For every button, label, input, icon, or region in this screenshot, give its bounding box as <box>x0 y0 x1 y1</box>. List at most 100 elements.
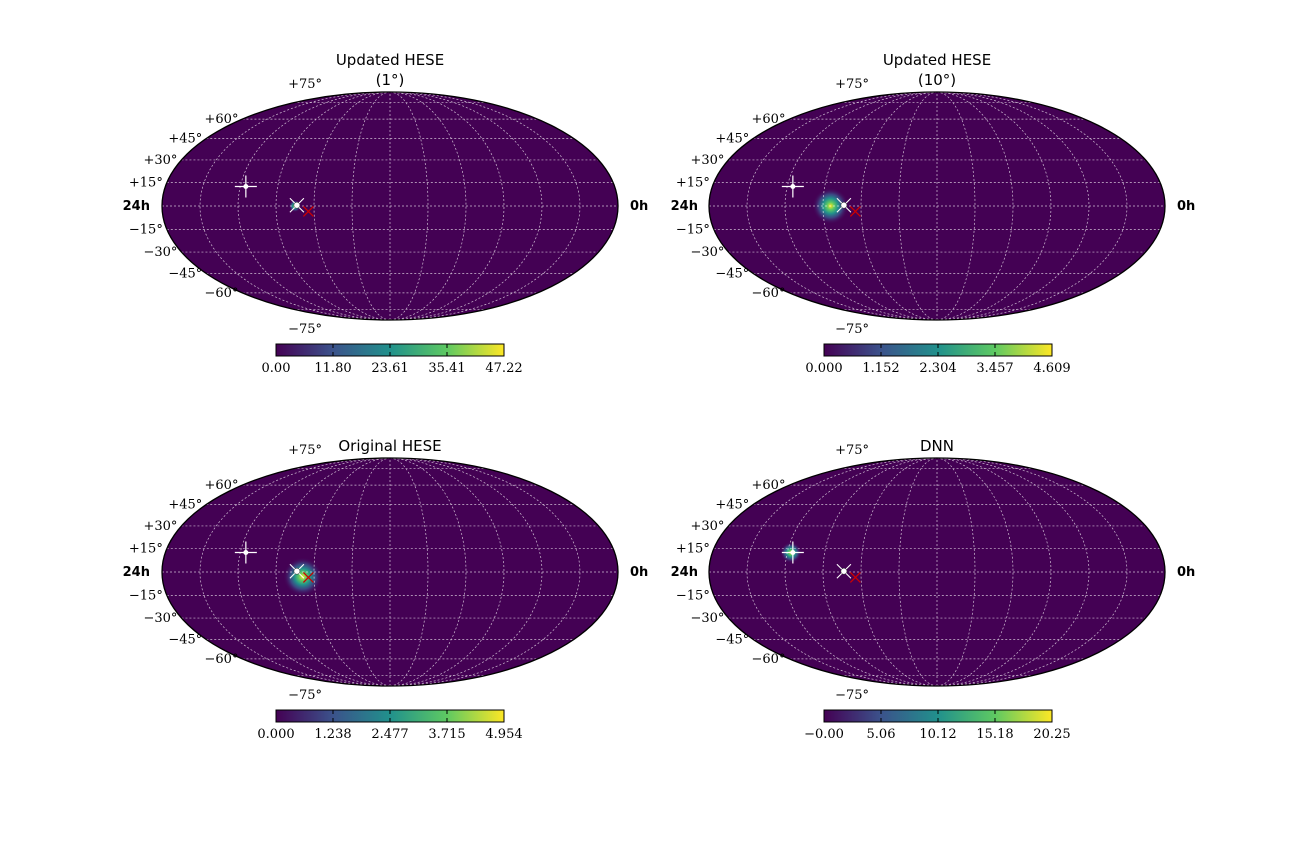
cross-marker <box>849 572 861 583</box>
panel-dnn: DNN 24h 0h +75° +60°+45° +30° +15° −15° −30° −… <box>671 437 1196 742</box>
colorbar-tick-label: 23.61 <box>371 361 408 376</box>
dec-label: +60° <box>752 112 786 127</box>
dec-label: −45° <box>168 266 202 281</box>
colorbar-tick-label: 0.000 <box>805 361 842 376</box>
dec-label: −15° <box>676 588 710 603</box>
dec-label: −30° <box>690 611 724 626</box>
graticule-meridian <box>936 458 1052 686</box>
graticule-meridian <box>389 458 581 686</box>
sky-outline <box>708 457 1166 687</box>
dec-label: +75° <box>835 443 869 458</box>
dec-label: +30° <box>690 519 724 534</box>
colorbar-tick-label: 35.41 <box>428 361 465 376</box>
dec-label: −75° <box>835 322 869 337</box>
ra-label-right: 0h <box>630 565 648 580</box>
colorbar-tick-label: 10.12 <box>919 727 956 742</box>
dec-label: −75° <box>835 688 869 703</box>
colorbar-tick-label: 15.18 <box>976 727 1013 742</box>
graticule-meridian <box>936 458 1128 686</box>
panel-title: DNN <box>920 437 954 455</box>
plus-marker-dot <box>790 184 796 190</box>
ra-label-left: 24h <box>123 565 150 580</box>
cross-marker <box>302 572 314 583</box>
dec-label: −60° <box>752 286 786 301</box>
panel-original-hese: Original HESE 24h 0h +75° +60°+45° +30° +15… <box>123 437 649 742</box>
colorbar-tick-label: 5.06 <box>867 727 896 742</box>
colorbar-tick-label: 1.238 <box>314 727 351 742</box>
panel-title: Original HESE <box>338 437 441 455</box>
graticule-meridian <box>389 458 543 686</box>
dec-label: +45° <box>168 498 202 513</box>
dec-label: +45° <box>168 132 202 147</box>
dec-label: −45° <box>168 632 202 647</box>
graticule-meridian <box>199 92 391 320</box>
colorbar-tick-label: 3.715 <box>428 727 465 742</box>
plus-marker-dot <box>243 550 249 556</box>
panel-subtitle: (10°) <box>918 71 956 89</box>
dec-label: −15° <box>676 222 710 237</box>
dot-marker <box>840 567 848 575</box>
graticule-meridian <box>237 458 391 686</box>
dec-label: +75° <box>288 77 322 92</box>
colorbar-tick-label: 3.457 <box>976 361 1013 376</box>
dec-label: +45° <box>715 132 749 147</box>
graticule-meridian <box>936 92 1090 320</box>
dec-label: −30° <box>143 245 177 260</box>
dec-label: +30° <box>143 519 177 534</box>
graticule-meridian <box>199 458 391 686</box>
dec-label: −75° <box>288 688 322 703</box>
dec-label: +60° <box>205 112 239 127</box>
dec-label: −45° <box>715 266 749 281</box>
graticule-meridian <box>237 92 391 320</box>
graticule-meridian <box>389 92 505 320</box>
dec-label: −60° <box>205 652 239 667</box>
dec-label: +15° <box>676 176 710 191</box>
colorbar-tick-label: 47.22 <box>485 361 522 376</box>
graticule-meridian <box>275 92 391 320</box>
graticule-meridian <box>936 92 1128 320</box>
graticule-meridian <box>936 92 1052 320</box>
ra-label-left: 24h <box>671 199 698 214</box>
dec-label: −45° <box>715 632 749 647</box>
colorbar-tick-label: 2.477 <box>371 727 408 742</box>
dec-label: −15° <box>129 222 163 237</box>
graticule-meridian <box>275 458 391 686</box>
graticule-meridian <box>822 92 938 320</box>
graticule-meridian <box>389 458 505 686</box>
graticule-meridian <box>936 458 1090 686</box>
cross-marker <box>302 206 314 217</box>
dec-label: +30° <box>143 153 177 168</box>
dot-marker <box>293 201 301 209</box>
graticule-meridian <box>746 92 938 320</box>
dec-label: −30° <box>690 245 724 260</box>
graticule-meridian <box>784 92 938 320</box>
dec-label: +15° <box>129 176 163 191</box>
graticule-meridian <box>389 92 581 320</box>
sky-outline <box>161 457 619 687</box>
colorbar-tick-label: 4.609 <box>1033 361 1070 376</box>
sky-outline <box>708 91 1166 321</box>
panel-updated-hese-10deg: Updated HESE (10°) 24h 0h +75° +60°+45° +3… <box>671 51 1196 376</box>
colorbar-tick-label: −0.00 <box>804 727 844 742</box>
colorbar-tick-label: 11.80 <box>314 361 351 376</box>
dec-label: +30° <box>690 153 724 168</box>
sky-outline <box>161 91 619 321</box>
dec-label: +60° <box>205 478 239 493</box>
dec-label: −60° <box>205 286 239 301</box>
graticule-meridian <box>746 458 938 686</box>
colorbar-tick-label: 2.304 <box>919 361 956 376</box>
graticule-meridian <box>822 458 938 686</box>
dec-label: −15° <box>129 588 163 603</box>
dec-label: +15° <box>129 542 163 557</box>
colorbar-tick-label: 1.152 <box>862 361 899 376</box>
dec-label: +15° <box>676 542 710 557</box>
ra-label-left: 24h <box>123 199 150 214</box>
dec-label: +60° <box>752 478 786 493</box>
dec-label: −60° <box>752 652 786 667</box>
panel-title: Updated HESE <box>883 51 991 69</box>
ra-label-right: 0h <box>1177 565 1195 580</box>
cross-marker <box>849 206 861 217</box>
colorbar-tick-label: 4.954 <box>485 727 522 742</box>
dot-marker <box>840 201 848 209</box>
